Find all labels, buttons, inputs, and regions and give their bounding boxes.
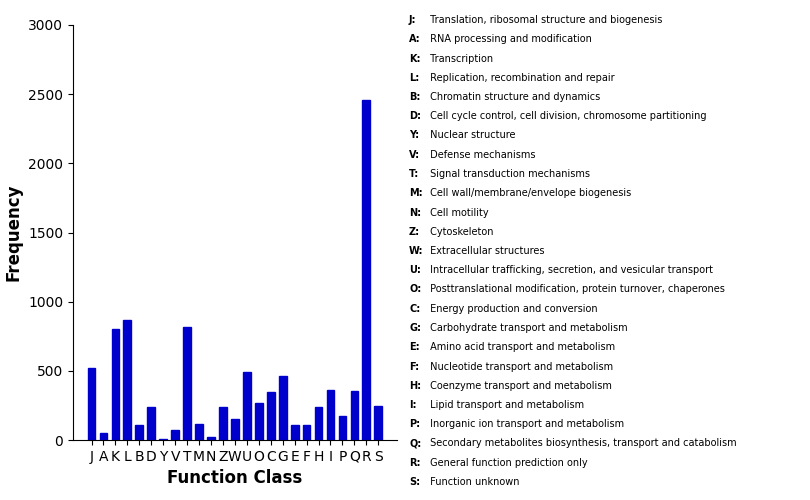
Bar xyxy=(207,436,215,440)
Bar xyxy=(374,406,382,440)
Bar xyxy=(266,392,275,440)
Text: Extracellular structures: Extracellular structures xyxy=(427,246,544,256)
Text: C:: C: xyxy=(409,304,420,314)
Text: B:: B: xyxy=(409,92,420,102)
Text: Intracellular trafficking, secretion, and vesicular transport: Intracellular trafficking, secretion, an… xyxy=(427,265,713,275)
Bar xyxy=(195,424,203,440)
Bar xyxy=(231,419,239,440)
Bar xyxy=(303,425,310,440)
Bar xyxy=(112,330,119,440)
Text: Posttranslational modification, protein turnover, chaperones: Posttranslational modification, protein … xyxy=(427,284,725,294)
Bar xyxy=(123,320,131,440)
Text: Replication, recombination and repair: Replication, recombination and repair xyxy=(427,72,615,83)
Text: Amino acid transport and metabolism: Amino acid transport and metabolism xyxy=(427,342,615,352)
Text: Z:: Z: xyxy=(409,227,420,237)
Text: F:: F: xyxy=(409,362,420,372)
Bar xyxy=(243,372,251,440)
Text: Translation, ribosomal structure and biogenesis: Translation, ribosomal structure and bio… xyxy=(427,15,663,25)
Text: M:: M: xyxy=(409,188,423,198)
Text: R:: R: xyxy=(409,458,420,468)
Bar xyxy=(314,408,322,440)
Bar xyxy=(87,368,96,440)
Text: Chromatin structure and dynamics: Chromatin structure and dynamics xyxy=(427,92,600,102)
Text: Carbohydrate transport and metabolism: Carbohydrate transport and metabolism xyxy=(427,323,628,333)
Text: Inorganic ion transport and metabolism: Inorganic ion transport and metabolism xyxy=(427,419,624,429)
Text: I:: I: xyxy=(409,400,416,410)
Text: S:: S: xyxy=(409,477,420,487)
Text: Defense mechanisms: Defense mechanisms xyxy=(427,150,535,160)
Text: Y:: Y: xyxy=(409,130,420,140)
Bar xyxy=(100,433,108,440)
Text: Lipid transport and metabolism: Lipid transport and metabolism xyxy=(427,400,584,410)
Text: Cell wall/membrane/envelope biogenesis: Cell wall/membrane/envelope biogenesis xyxy=(427,188,631,198)
Text: Coenzyme transport and metabolism: Coenzyme transport and metabolism xyxy=(427,381,612,391)
Text: K:: K: xyxy=(409,54,420,64)
Text: Cell cycle control, cell division, chromosome partitioning: Cell cycle control, cell division, chrom… xyxy=(427,112,706,121)
Text: G:: G: xyxy=(409,323,421,333)
Text: O:: O: xyxy=(409,284,421,294)
Text: Nuclear structure: Nuclear structure xyxy=(427,130,515,140)
Text: Transcription: Transcription xyxy=(427,54,493,64)
Text: General function prediction only: General function prediction only xyxy=(427,458,587,468)
Bar xyxy=(171,430,179,440)
Text: V:: V: xyxy=(409,150,420,160)
Bar xyxy=(362,100,370,440)
Text: H:: H: xyxy=(409,381,421,391)
Bar xyxy=(291,426,299,440)
Text: E:: E: xyxy=(409,342,420,352)
Text: J:: J: xyxy=(409,15,416,25)
Text: Function unknown: Function unknown xyxy=(427,477,519,487)
Bar xyxy=(326,390,335,440)
Bar xyxy=(219,407,227,440)
Bar xyxy=(135,425,143,440)
Text: RNA processing and modification: RNA processing and modification xyxy=(427,34,592,44)
Text: Secondary metabolites biosynthesis, transport and catabolism: Secondary metabolites biosynthesis, tran… xyxy=(427,438,736,448)
Text: L:: L: xyxy=(409,72,420,83)
Text: Cell motility: Cell motility xyxy=(427,208,488,218)
Text: W:: W: xyxy=(409,246,424,256)
Text: Nucleotide transport and metabolism: Nucleotide transport and metabolism xyxy=(427,362,613,372)
Text: N:: N: xyxy=(409,208,421,218)
Text: Cytoskeleton: Cytoskeleton xyxy=(427,227,493,237)
Text: Energy production and conversion: Energy production and conversion xyxy=(427,304,598,314)
Text: P:: P: xyxy=(409,419,420,429)
Y-axis label: Frequency: Frequency xyxy=(5,184,23,281)
Bar xyxy=(255,404,262,440)
Bar xyxy=(351,391,358,440)
Text: Signal transduction mechanisms: Signal transduction mechanisms xyxy=(427,169,590,179)
Bar xyxy=(339,416,347,440)
Bar xyxy=(147,407,156,440)
X-axis label: Function Class: Function Class xyxy=(168,470,302,488)
Text: T:: T: xyxy=(409,169,420,179)
Text: Q:: Q: xyxy=(409,438,421,448)
Bar xyxy=(160,438,167,440)
Text: U:: U: xyxy=(409,265,421,275)
Text: A:: A: xyxy=(409,34,420,44)
Text: D:: D: xyxy=(409,112,421,121)
Bar xyxy=(279,376,287,440)
Bar xyxy=(183,326,191,440)
